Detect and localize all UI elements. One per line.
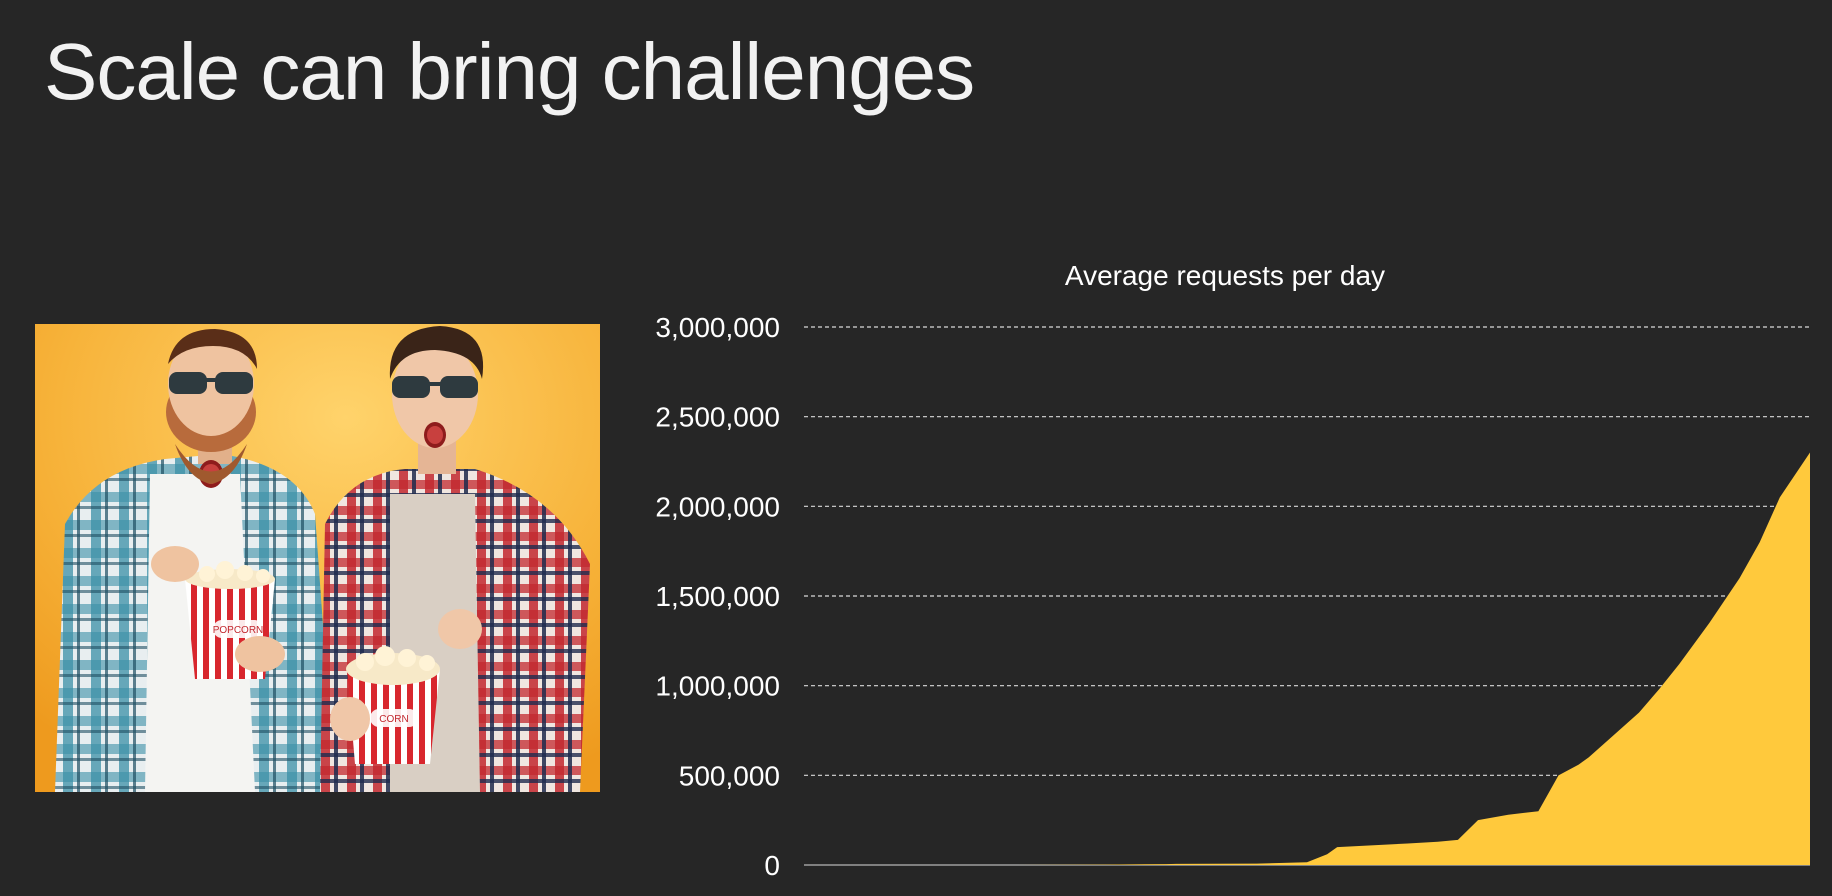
surprised-moviegoers-photo: POPCORN bbox=[35, 324, 600, 792]
chart-title: Average requests per day bbox=[1065, 260, 1385, 291]
y-tick-label: 0 bbox=[764, 850, 780, 881]
left-person: POPCORN bbox=[55, 329, 335, 792]
requests-chart: Average requests per day 0 500,000 1,000,0… bbox=[620, 250, 1832, 896]
y-axis-tick-labels: 0 500,000 1,000,000 1,500,000 2,000,000 2,500… bbox=[655, 312, 780, 881]
photo-illustration: POPCORN bbox=[35, 324, 600, 792]
popcorn-right-text: CORN bbox=[379, 714, 408, 725]
requests-area-chart: Average requests per day 0 500,000 1,000,0… bbox=[655, 260, 1810, 881]
y-tick-label: 1,000,000 bbox=[655, 671, 780, 702]
right-person: CORN bbox=[320, 326, 590, 792]
y-tick-label: 500,000 bbox=[679, 760, 780, 791]
popcorn-left-text: POPCORN bbox=[213, 625, 264, 636]
y-tick-label: 2,500,000 bbox=[655, 402, 780, 433]
requests-area-series bbox=[804, 452, 1810, 865]
y-tick-label: 1,500,000 bbox=[655, 581, 780, 612]
area-layer bbox=[804, 452, 1810, 865]
y-tick-label: 2,000,000 bbox=[655, 491, 780, 522]
slide-title: Scale can bring challenges bbox=[44, 27, 975, 116]
y-tick-label: 3,000,000 bbox=[655, 312, 780, 343]
